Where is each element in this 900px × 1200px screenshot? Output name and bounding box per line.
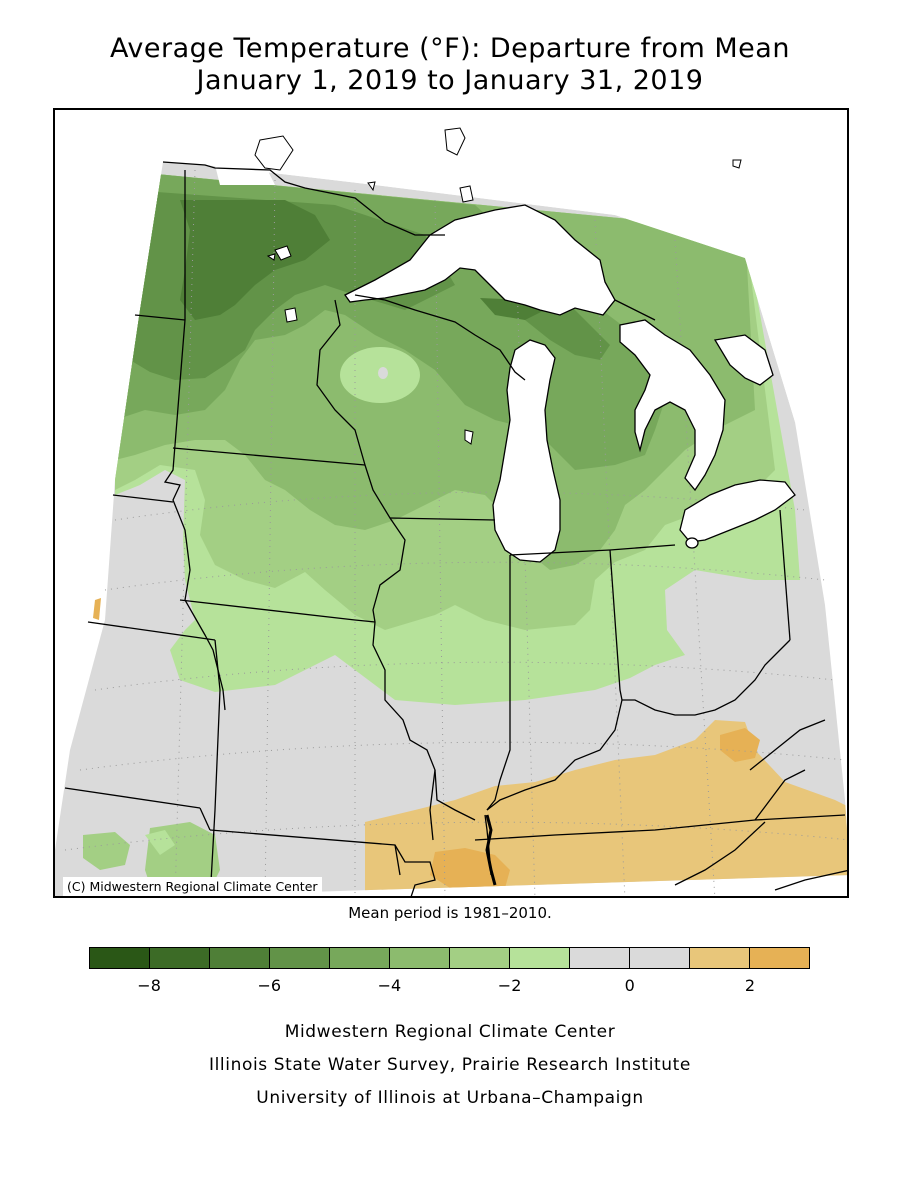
legend-swatch [150,948,210,968]
state-borders [64,161,847,896]
legend-swatch [570,948,630,968]
legend-swatch [750,948,809,968]
legend-tick-label: −4 [377,976,402,995]
credit-isws: Illinois State Water Survey, Prairie Res… [209,1055,691,1075]
legend-tick-label: −8 [137,976,161,995]
legend-swatch [450,948,510,968]
credit-uiuc: University of Illinois at Urbana–Champai… [256,1088,644,1108]
legend-swatch [690,948,750,968]
small-lakes [266,245,474,445]
legend-swatch [270,948,330,968]
legend-swatch [390,948,450,968]
graticule [64,169,847,896]
islands [254,127,742,203]
legend-swatch [90,948,150,968]
credit-mrcc: Midwestern Regional Climate Center [284,1022,616,1042]
legend-swatch [510,948,570,968]
legend-tick-label: −2 [497,976,522,995]
temperature-departure-map [55,110,847,896]
legend-tick-label: 0 [624,976,635,995]
map-panel: (C) Midwestern Regional Climate Center [53,108,849,898]
great-lakes [344,204,796,563]
legend-swatch [630,948,690,968]
mean-period-note: Mean period is 1981–2010. [348,904,552,922]
legend-swatch [210,948,270,968]
legend-colorbar [89,947,810,969]
copyright-notice: (C) Midwestern Regional Climate Center [63,877,322,896]
legend-swatch [330,948,390,968]
legend-tick-label: −6 [257,976,282,995]
map-title: Average Temperature (°F): Departure from… [110,33,790,64]
map-date-range: January 1, 2019 to January 31, 2019 [196,65,704,96]
zone-minus-6 [180,200,330,320]
legend-tick-label: 2 [744,976,755,995]
